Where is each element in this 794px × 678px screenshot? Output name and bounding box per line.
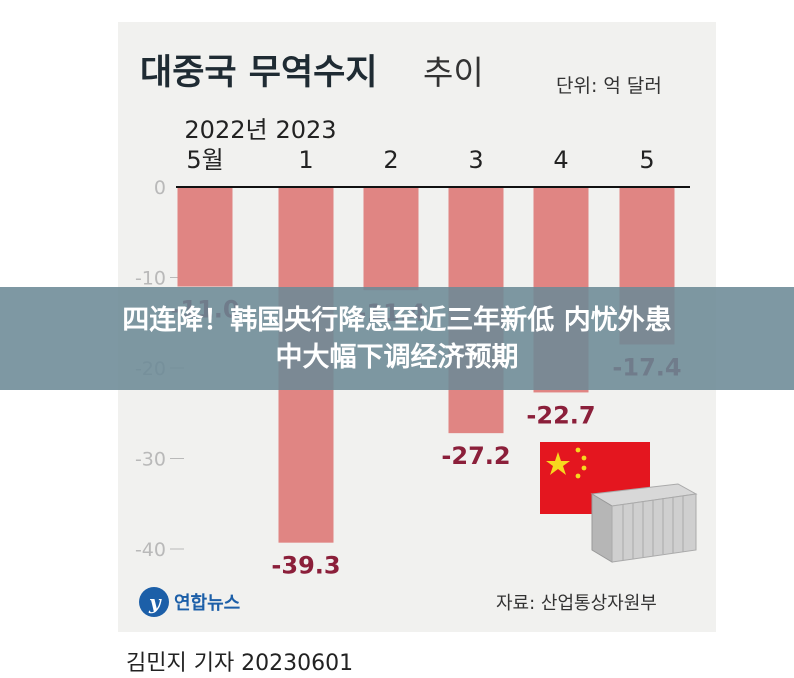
x-category-year: 2022년: [184, 116, 267, 144]
yonhap-logo: y 연합뉴스: [139, 587, 240, 617]
shipping-container-icon: [590, 483, 698, 563]
unit-label: 단위: 억 달러: [556, 75, 662, 97]
x-category-year: 2023: [275, 116, 336, 144]
x-category-label: 1: [298, 146, 313, 174]
x-category-label: 4: [553, 146, 568, 174]
x-category-label: 3: [468, 146, 483, 174]
data-label: -39.3: [271, 552, 340, 580]
reporter-credit: 김민지 기자 20230601: [126, 651, 354, 676]
y-tick-label: -30: [135, 449, 166, 471]
headline-banner: 四连降！韩国央行降息至近三年新低 内忧外患 中大幅下调经济预期: [0, 287, 794, 390]
svg-text:y: y: [148, 590, 162, 614]
data-label: -27.2: [441, 442, 510, 470]
logo-text: 연합뉴스: [174, 592, 240, 614]
y-tick-label: -40: [135, 539, 166, 561]
x-category-label: 2: [383, 146, 398, 174]
headline-line-1: 四连降！韩国央行降息至近三年新低 内忧外患: [122, 304, 672, 336]
y-tick-label: 0: [154, 177, 166, 199]
data-label: -22.7: [526, 401, 595, 429]
bar: [363, 187, 419, 291]
source-note: 자료: 산업통상자원부: [496, 593, 657, 614]
chart-title: 대중국 무역수지: [140, 53, 378, 93]
chart-subtitle: 추이: [423, 53, 484, 92]
bar: [177, 187, 233, 287]
headline-line-2: 中大幅下调经济预期: [275, 341, 519, 373]
x-category-label: 5: [639, 146, 654, 174]
y-tick-label: -10: [135, 268, 166, 290]
x-category-label: 5월: [186, 146, 223, 174]
